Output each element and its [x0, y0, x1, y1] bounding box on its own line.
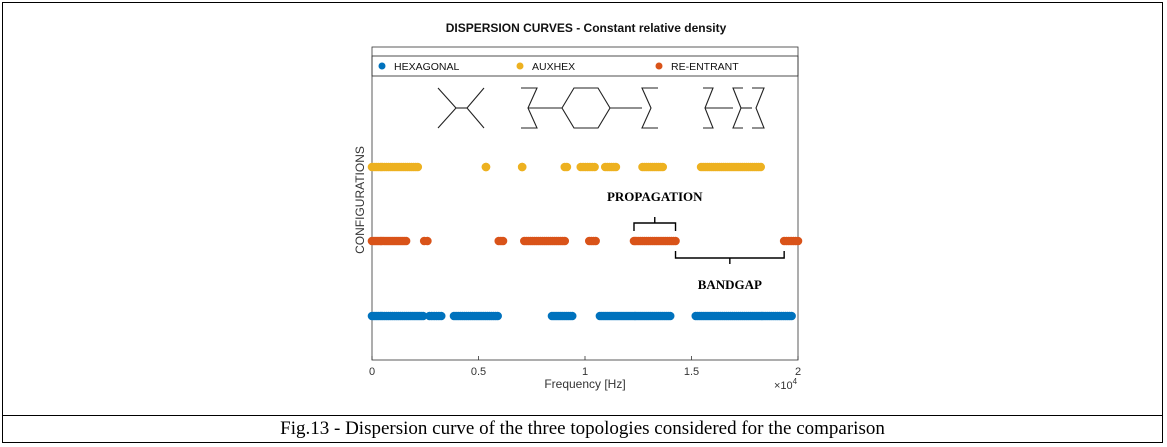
- data-point: [671, 236, 680, 246]
- data-point: [658, 162, 668, 172]
- bandgap-brace: [674, 251, 785, 264]
- legend-marker: [378, 62, 386, 70]
- data-point: [401, 236, 411, 246]
- x-tick-label: 1.5: [684, 366, 699, 378]
- x-exponent-base: ×10: [774, 380, 793, 392]
- x-axis-label: Frequency [Hz]: [544, 377, 625, 391]
- propagation-brace: [633, 217, 677, 231]
- data-point: [665, 311, 675, 321]
- data-point: [793, 236, 803, 246]
- data-point: [787, 311, 796, 321]
- data-point: [423, 236, 432, 246]
- data-point: [418, 311, 428, 321]
- legend-marker: [516, 62, 524, 70]
- data-point: [590, 162, 599, 172]
- data-point: [517, 162, 527, 172]
- figure-caption: Fig.13 - Dispersion curve of the three t…: [3, 415, 1162, 442]
- propagation-label: PROPAGATION: [607, 189, 703, 204]
- data-point: [562, 162, 572, 172]
- data-point: [413, 162, 423, 172]
- x-tick-label: 1: [582, 366, 588, 378]
- re-entrant-cell-sketch: [703, 87, 765, 129]
- chart-title: DISPERSION CURVES - Constant relative de…: [446, 21, 727, 35]
- x-tick-label: 2: [795, 366, 801, 378]
- x-tick-label: 0: [369, 366, 375, 378]
- legend-entry: AUXHEX: [532, 61, 575, 73]
- data-point: [493, 311, 502, 321]
- unit-cell-sketches: [437, 87, 765, 129]
- legend-entry: HEXAGONAL: [394, 61, 460, 73]
- hexagonal-cell-sketch: [437, 87, 485, 129]
- data-point: [498, 236, 508, 246]
- data-point: [611, 162, 621, 172]
- data-point: [756, 162, 766, 172]
- x-exponent-power: 4: [793, 377, 798, 386]
- y-axis-label: CONFIGURATIONS: [353, 146, 367, 254]
- legend-marker: [655, 62, 663, 70]
- x-exponent: ×104: [774, 377, 798, 392]
- data-point: [567, 311, 577, 321]
- legend-entry: RE-ENTRANT: [671, 61, 739, 73]
- auxhex-cell-sketch: [521, 87, 658, 129]
- data-point: [560, 236, 570, 246]
- bandgap-label: BANDGAP: [698, 277, 762, 292]
- x-tick-label: 0.5: [471, 366, 486, 378]
- data-point: [481, 162, 491, 172]
- data-point: [591, 236, 600, 246]
- data-point: [436, 311, 446, 321]
